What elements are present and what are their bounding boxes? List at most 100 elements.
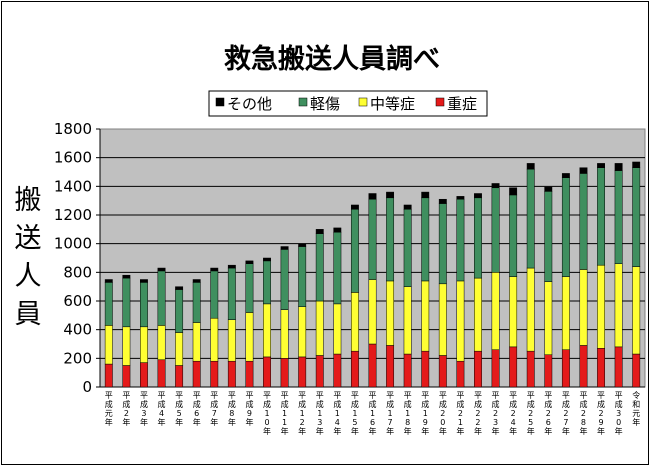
legend-swatch	[215, 97, 225, 107]
bar-segment	[122, 326, 131, 366]
y-tick-label: 200	[63, 349, 92, 367]
x-tick-label: 平成 2 1 年	[456, 391, 464, 436]
x-tick-label: 平成 1 0 年	[263, 391, 271, 436]
bar-segment	[632, 353, 641, 388]
bar-segment	[140, 362, 148, 388]
chart-title: 救急搬送人員調べ	[224, 43, 440, 75]
x-tick-label: 平成 1 9 年	[421, 391, 429, 436]
bar-segment	[227, 267, 236, 320]
bar-segment	[579, 269, 588, 346]
bar-segment	[579, 167, 588, 174]
bar-segment	[544, 281, 553, 355]
bar-segment	[597, 167, 605, 266]
x-tick-label: 平成 3 年	[140, 391, 148, 427]
bar-segment	[333, 227, 342, 233]
bar-segment	[421, 280, 430, 352]
bar-segment	[227, 319, 236, 362]
bar-segment	[491, 272, 500, 350]
bar-segment	[175, 332, 184, 366]
x-tick-label: 平成 2 8 年	[579, 391, 587, 436]
bar-segment	[280, 249, 289, 310]
bar-segment	[298, 306, 307, 358]
bar-segment	[561, 177, 570, 277]
bar-segment	[263, 303, 271, 358]
bar-segment	[509, 276, 518, 348]
bar-segment	[263, 356, 271, 388]
bar-segment	[579, 173, 588, 270]
x-tick-label: 平成 2 0 年	[439, 391, 447, 436]
bar-segment	[544, 186, 553, 192]
bar-segment	[280, 358, 289, 388]
bar-segment	[104, 282, 113, 326]
bar-segment	[386, 345, 395, 388]
bar-segment	[544, 191, 553, 282]
legend-swatch	[358, 97, 368, 107]
bar-segment	[140, 282, 148, 328]
x-tick-label: 平成 3 0 年	[615, 391, 623, 436]
bar-segment	[368, 279, 377, 345]
x-tick-label: 平成 7 年	[210, 391, 218, 427]
bar-segment	[561, 276, 570, 350]
bar-segment	[561, 173, 570, 178]
bar-segment	[298, 356, 307, 388]
bar-segment	[140, 279, 148, 283]
bar-segment	[421, 197, 430, 282]
bar-segment	[192, 279, 201, 283]
bar-segment	[597, 264, 605, 349]
bar-segment	[421, 191, 430, 199]
bar-segment	[104, 279, 113, 283]
bar-segment	[509, 346, 518, 388]
bar-segment	[386, 280, 395, 346]
bar-segment	[263, 257, 271, 262]
y-tick-label: 1200	[54, 206, 92, 224]
y-tick-label: 1800	[54, 120, 92, 138]
bar-segment	[210, 267, 219, 272]
x-tick-label: 平成 2 4 年	[509, 391, 517, 436]
bar-segment	[192, 322, 201, 362]
bar-segment	[104, 363, 113, 388]
bar-segment	[157, 267, 166, 272]
bar-segment	[245, 312, 254, 362]
bar-segment	[157, 325, 166, 361]
bar-segment	[632, 167, 641, 267]
y-tick-label: 400	[63, 321, 92, 339]
bar-segment	[245, 263, 254, 313]
bar-segment	[192, 282, 201, 323]
x-tick-label: 平成 2 5 年	[527, 391, 535, 436]
bar-segment	[438, 283, 447, 356]
bar-segment	[315, 355, 324, 388]
x-tick-label: 平成 1 6 年	[369, 391, 377, 436]
bar-segment	[122, 277, 131, 328]
bar-segment	[474, 350, 482, 388]
legend-label: その他	[227, 95, 272, 113]
bar-segment	[614, 263, 623, 348]
x-tick-label: 平成 2 年	[122, 391, 130, 427]
x-tick-label: 平成 1 1 年	[281, 391, 289, 436]
bar-segment	[403, 353, 412, 388]
x-tick-label: 令和元年	[632, 390, 640, 427]
y-tick-label: 1600	[54, 149, 92, 167]
bar-segment	[474, 277, 482, 352]
bar-segment	[509, 194, 518, 277]
bar-segment	[245, 260, 254, 264]
bar-segment	[509, 187, 518, 196]
bar-segment	[456, 198, 465, 282]
bar-segment	[491, 349, 500, 388]
x-tick-label: 平成 2 7 年	[562, 391, 570, 436]
bar-segment	[544, 354, 553, 388]
x-tick-label: 平成 5 年	[175, 391, 183, 427]
bar-segment	[104, 325, 113, 365]
bar-segment	[192, 360, 201, 388]
bar-segment	[175, 365, 184, 388]
y-tick-label: 1400	[54, 177, 92, 195]
bar-segment	[298, 243, 307, 247]
bar-segment	[438, 203, 447, 285]
bar-segment	[315, 229, 324, 234]
x-tick-label: 平成 4 年	[158, 391, 166, 427]
bar-segment	[350, 292, 359, 352]
legend-label: 中等症	[370, 95, 415, 113]
bar-segment	[474, 193, 482, 199]
y-tick-label: 800	[63, 263, 92, 281]
bar-segment	[526, 350, 535, 388]
